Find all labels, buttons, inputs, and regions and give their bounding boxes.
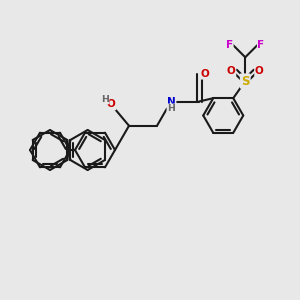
Text: S: S (241, 75, 250, 88)
Text: H: H (167, 104, 175, 113)
Text: O: O (227, 66, 236, 76)
Text: O: O (106, 99, 116, 109)
Text: O: O (255, 66, 263, 76)
Text: F: F (226, 40, 233, 50)
Text: H: H (101, 95, 109, 104)
Text: O: O (201, 68, 209, 79)
Text: N: N (167, 97, 176, 106)
Text: F: F (257, 40, 265, 50)
